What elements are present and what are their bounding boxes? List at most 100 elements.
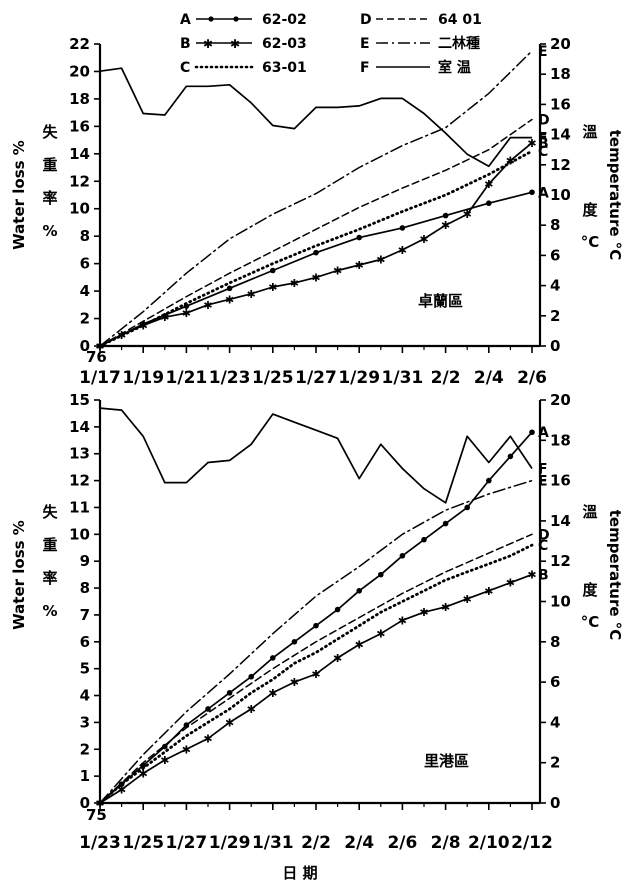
left-tick-label: 12	[69, 172, 90, 190]
legend-letter-d: D	[360, 12, 372, 28]
left-axis-label-cn: 失	[42, 123, 58, 141]
x-tick-label: 1/17	[79, 368, 121, 388]
right-tick-label: 20	[550, 391, 571, 409]
series-point-b: ✱	[290, 277, 299, 290]
series-end-label-a: A	[538, 185, 549, 201]
series-line-e	[99, 50, 533, 347]
series-line-f	[99, 407, 533, 504]
series-end-label-c: C	[538, 538, 548, 554]
series-point-b: ✱	[268, 281, 277, 294]
series-end-label-e: E	[538, 44, 548, 60]
left-tick-label: 14	[69, 145, 90, 163]
series-line-b	[99, 573, 533, 804]
svg-text:✱: ✱	[203, 37, 213, 51]
right-tick-label: 18	[550, 431, 571, 449]
series-line-c	[98, 149, 534, 348]
chart-panel-1: 0 2 4 6 8 10 12 14 16 18 20 22 0 2 4 6 8 10 12 14 16 18 20 1/17…	[10, 35, 624, 388]
x-tick-label: 1/23	[79, 833, 121, 853]
legend-label-d: 64 01	[438, 12, 482, 28]
x-tick-label: 1/27	[295, 368, 337, 388]
series-point-a	[270, 267, 276, 274]
left-tick-label: 11	[69, 498, 90, 516]
series-line-e	[99, 479, 533, 804]
x-tick-label: 2/10	[468, 833, 510, 853]
series-point-b: ✱	[527, 137, 536, 150]
left-tick-label: 0	[80, 794, 90, 812]
series-point-a	[205, 706, 211, 712]
right-axis-label: temperature °C	[606, 510, 624, 641]
right-tick-label: 0	[550, 794, 560, 812]
left-tick-label: 4	[80, 687, 90, 705]
x-tick-label: 2/4	[344, 833, 374, 853]
series-point-a	[486, 200, 492, 207]
x-tick-label: 1/19	[122, 368, 164, 388]
x-tick-label: 2/4	[474, 368, 504, 388]
left-tick-label: 10	[69, 525, 90, 543]
series-line-c	[98, 543, 534, 805]
series-point-b: ✱	[247, 288, 256, 301]
series-end-label-d: D	[538, 527, 550, 543]
right-axis-label-cn: 溫	[582, 123, 597, 141]
series-point-b: ✱	[290, 676, 299, 689]
x-axis-label: 日 期	[282, 864, 317, 882]
series-point-a	[421, 536, 427, 543]
right-tick-label: 8	[550, 216, 560, 234]
series-line-d	[99, 118, 533, 347]
left-axis-label-cn: 失	[42, 503, 58, 521]
x-tick-label: 1/29	[338, 368, 380, 388]
series-line-f	[99, 67, 532, 168]
left-tick-label: 6	[80, 633, 90, 651]
series-end-label-f: F	[538, 131, 548, 147]
series-point-a	[226, 285, 233, 292]
right-tick-label: 2	[550, 307, 560, 325]
left-tick-label: 20	[69, 62, 90, 80]
series-point-a	[313, 249, 319, 256]
series-end-label-c: C	[538, 144, 548, 160]
left-axis-label: Water loss %	[10, 520, 28, 630]
left-axis-label-cn: 重	[42, 156, 57, 174]
right-tick-label: 10	[550, 593, 571, 611]
series-point-b: ✱	[311, 271, 320, 284]
x-tick-label: 2/6	[517, 368, 547, 388]
series-point-b: ✱	[398, 244, 407, 257]
x-tick-label: 1/31	[382, 368, 424, 388]
series-point-b: ✱	[160, 754, 169, 767]
series-point-b: ✱	[333, 652, 342, 665]
right-tick-label: 4	[550, 277, 560, 295]
series-point-a	[442, 520, 449, 527]
left-axis-label: Water loss %	[10, 140, 28, 250]
left-tick-label: 14	[69, 418, 90, 436]
series-point-b: ✱	[376, 628, 385, 641]
left-tick-label: 12	[69, 472, 90, 490]
right-tick-label: 14	[550, 512, 571, 530]
x-tick-label: 1/29	[209, 833, 251, 853]
left-tick-label: 1	[80, 767, 90, 785]
series-point-b: ✱	[506, 577, 515, 590]
series-end-label-e: E	[538, 474, 548, 490]
series-point-a	[399, 225, 406, 231]
series-point-b: ✱	[203, 733, 212, 746]
series-point-a	[313, 622, 319, 629]
series-point-b: ✱	[139, 767, 148, 780]
series-point-a	[529, 189, 535, 196]
right-axis-label-cn: °C	[581, 613, 600, 631]
series-point-b: ✱	[419, 233, 428, 246]
left-tick-label: 15	[69, 391, 90, 409]
left-tick-label: 2	[80, 310, 90, 328]
series-point-b: ✱	[160, 311, 169, 324]
legend-label-e: 二林種	[438, 35, 480, 52]
x-tick-label: 1/25	[252, 368, 294, 388]
x-tick-label: 1/31	[252, 833, 294, 853]
series-point-a	[442, 212, 449, 219]
series-point-b: ✱	[139, 319, 148, 332]
series-point-a	[248, 673, 254, 680]
series-line-d	[99, 533, 533, 804]
chart-panel-2: 0123456789101112131415024681012141618201…	[10, 391, 624, 882]
series-point-b: ✱	[398, 614, 407, 627]
left-tick-label: 22	[69, 35, 90, 53]
series-point-a	[162, 743, 168, 750]
x-tick-label: 2/6	[387, 833, 417, 853]
left-tick-label: 0	[80, 337, 90, 355]
series-point-a	[291, 639, 298, 645]
